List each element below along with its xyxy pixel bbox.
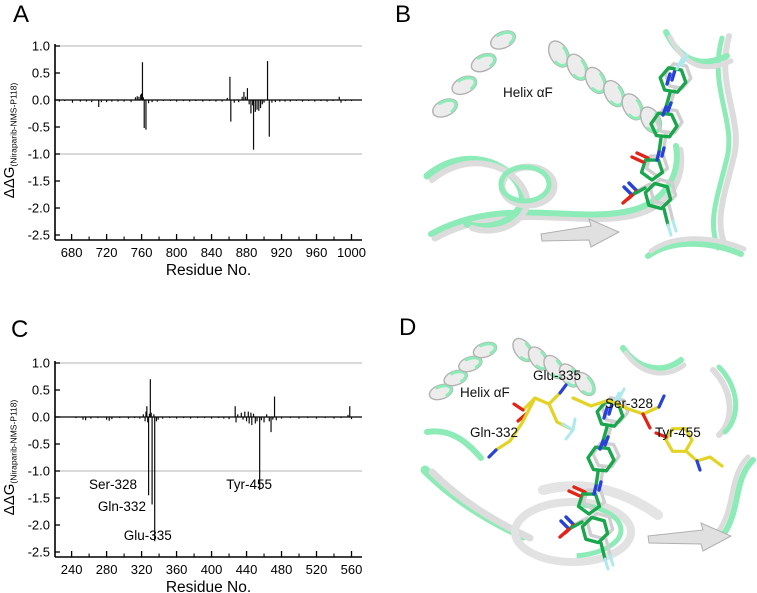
x-tick-label: 880 [236,245,258,260]
y-axis-title-text: ΔΔG(Niraparib-NMS-P118) [1,400,19,516]
y-tick-label: 0.5 [32,383,50,398]
x-tick-label: 760 [131,245,153,260]
residue-annotation: Ser-328 [89,477,137,492]
y-tick-label: -0.5 [28,120,50,135]
y-axis-title-text: ΔΔG(Niraparib-NMS-P118) [1,83,19,199]
x-tick-label: 800 [166,245,188,260]
x-tick-label: 320 [131,562,153,577]
y-tick-label: -1.0 [28,147,50,162]
y-axis-title: ΔΔG(Niraparib-NMS-P118) [1,83,19,199]
protein-ribbon-art [420,337,756,571]
panel-b-letter: B [395,1,412,28]
panel-a-letter: A [13,1,30,28]
y-tick-label: -2.5 [28,228,50,243]
residue-annotation: Gln-332 [98,499,146,514]
y-tick-labels: 1.0 0.5 0.0 -0.5 -1.0 -1.5 -2.0 -2.5 [28,39,50,243]
structure-view-d: Glu-335 Helix αF Ser-328 Gln-332 Tyr-455 [420,337,756,571]
y-tick-label: 0.0 [32,410,50,425]
y-tick-label: -1.0 [28,464,50,479]
y-ticks [55,45,60,236]
x-tick-label: 280 [96,562,118,577]
y-tick-label: -1.5 [28,174,50,189]
annotations: Ser-328 Gln-332 Glu-335 Tyr-455 [89,477,272,543]
y-tick-label: 0.0 [32,93,50,108]
residue-annotation: Tyr-455 [226,477,272,492]
x-axis-title-text: Residue No. [166,262,251,279]
x-axis-title: Residue No. [166,579,251,593]
x-tick-label: 400 [201,562,223,577]
y-tick-label: -1.5 [28,491,50,506]
x-tick-label: 440 [236,562,258,577]
ddg-chart-c: 1.0 0.5 0.0 -0.5 -1.0 -1.5 -2.0 -2.5 240 280 320 36… [1,356,363,593]
tyr-455-label: Tyr-455 [655,425,701,440]
ddg-chart-a: 1.0 0.5 0.0 -0.5 -1.0 -1.5 -2.0 -2.5 680 720 760 80… [1,39,366,280]
ddg-stems [58,61,353,150]
glu-335-label: Glu-335 [533,368,581,383]
x-tick-label: 360 [166,562,188,577]
x-tick-label: 1000 [337,245,366,260]
x-axis-title-text: Residue No. [166,579,251,593]
x-tick-label: 520 [306,562,328,577]
x-tick-label: 480 [271,562,293,577]
y-tick-label: 1.0 [32,39,50,54]
x-ticks [70,551,353,557]
residue-annotation: Glu-335 [124,528,172,543]
ser-328-label: Ser-328 [605,396,653,411]
y-tick-label: 0.5 [32,66,50,81]
gridlines [55,45,362,155]
structure-view-b: Helix αF [423,29,747,259]
panel-c-letter: C [11,316,29,343]
protein-ribbon-art [423,29,747,259]
panel-d-letter: D [399,314,417,341]
gln-332-label: Gln-332 [470,425,518,440]
y-tick-label: -0.5 [28,437,50,452]
y-tick-label: 1.0 [32,356,50,371]
x-tick-label: 240 [61,562,83,577]
yellow-residue-sticks [487,383,724,472]
y-tick-label: -2.0 [28,201,50,216]
x-ticks [70,234,353,240]
x-tick-labels: 240 280 320 360 400 440 480 520 560 [61,562,363,577]
y-tick-label: -2.0 [28,518,50,533]
helix-af-label: Helix αF [503,85,553,100]
y-axis-title: ΔΔG(Niraparib-NMS-P118) [1,400,19,516]
x-tick-label: 720 [96,245,118,260]
x-tick-label: 560 [341,562,363,577]
y-tick-label: -2.5 [28,545,50,560]
axes [54,361,362,558]
x-axis-title: Residue No. [166,262,251,279]
x-tick-label: 920 [271,245,293,260]
ddg-stems [75,379,353,542]
x-tick-label: 960 [306,245,328,260]
gridlines [55,362,362,472]
x-tick-labels: 680 720 760 800 840 880 920 960 1000 [61,245,366,260]
y-ticks [55,362,60,553]
x-tick-label: 680 [61,245,83,260]
x-tick-label: 840 [201,245,223,260]
helix-af-label: Helix αF [460,385,510,400]
y-tick-labels: 1.0 0.5 0.0 -0.5 -1.0 -1.5 -2.0 -2.5 [28,356,50,560]
axes [54,44,362,241]
